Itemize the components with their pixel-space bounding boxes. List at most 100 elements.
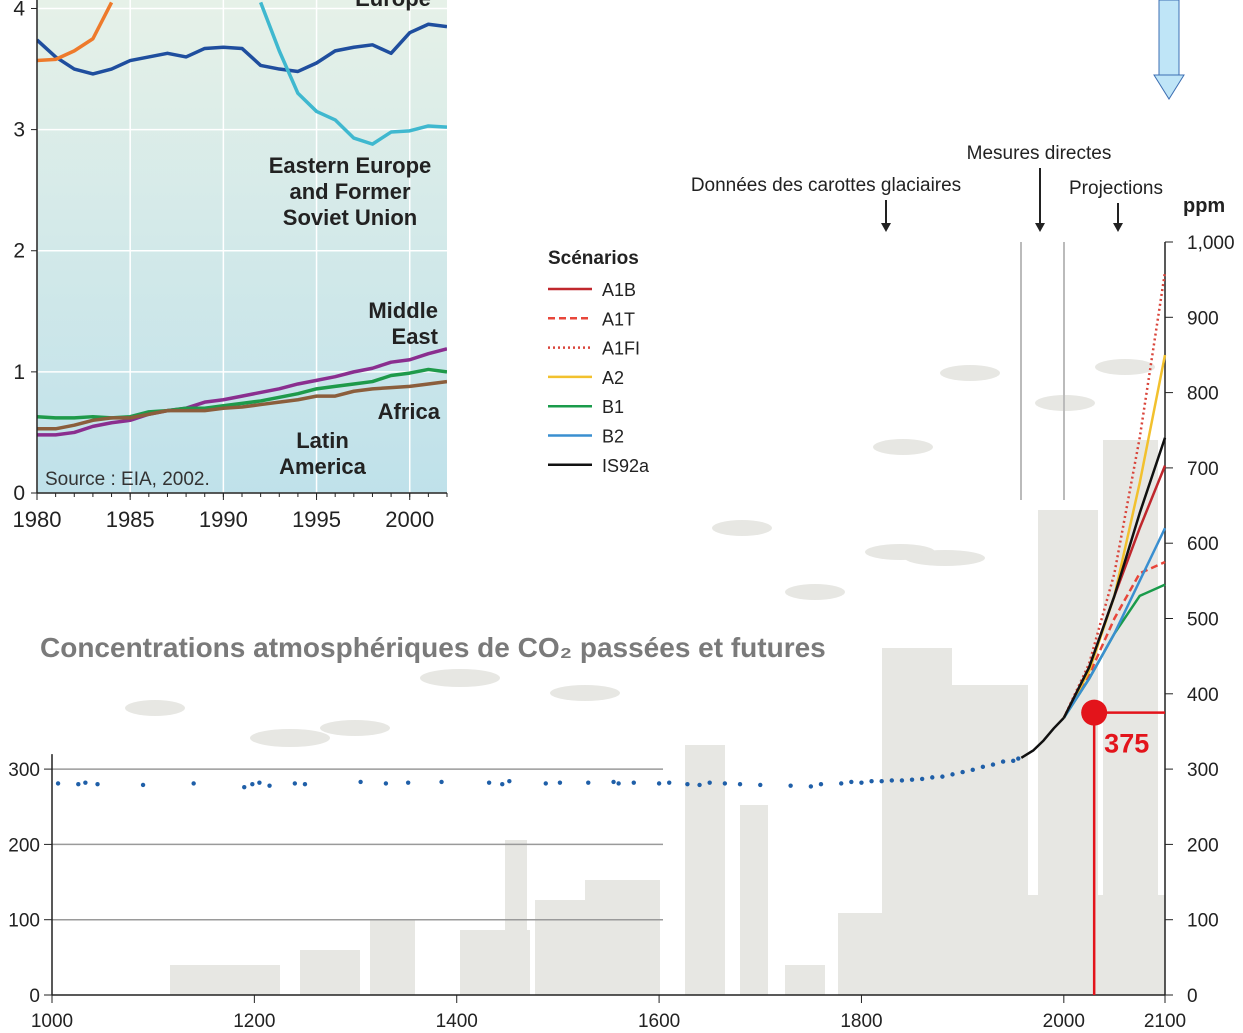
data-point	[685, 781, 690, 787]
data-point	[507, 778, 512, 784]
data-point	[707, 780, 712, 785]
legend-label: A1B	[602, 280, 636, 300]
data-point	[980, 764, 986, 770]
series-label: Europe	[333, 0, 453, 12]
y-tick-label: 1	[13, 361, 25, 384]
data-line	[1020, 717, 1065, 759]
data-point	[1011, 758, 1016, 764]
data-point	[631, 780, 636, 785]
annotation-arrowhead	[1113, 223, 1123, 232]
data-point	[83, 780, 88, 785]
x-tick-label: 2000	[1043, 1011, 1085, 1032]
series-label: Africa	[377, 399, 440, 424]
decoration	[125, 359, 1165, 995]
data-point	[808, 784, 814, 789]
y-tick-label: 300	[8, 760, 40, 781]
x-tick-label: 1800	[840, 1011, 882, 1032]
series-label: Latin America	[279, 428, 366, 479]
x-tick-label: 1995	[292, 507, 341, 532]
data-point	[970, 767, 975, 773]
data-point	[656, 781, 662, 786]
data-point	[930, 775, 935, 780]
data-line	[1062, 527, 1167, 719]
data-point	[405, 780, 411, 785]
data-point	[960, 769, 965, 775]
data-point	[667, 780, 672, 785]
y2-tick-label: 900	[1187, 308, 1219, 329]
data-point	[722, 781, 728, 786]
data-point	[758, 782, 763, 788]
x-tick-label: 1600	[638, 1011, 680, 1032]
chart-title: Concentrations atmosphériques de CO₂ pas…	[40, 632, 826, 663]
legend-label: IS92a	[602, 456, 650, 476]
data-point	[76, 781, 81, 787]
data-point	[500, 781, 505, 787]
data-point	[940, 774, 945, 779]
annotation: Projections	[1069, 178, 1163, 199]
y2-tick-label: 300	[1187, 760, 1219, 781]
data-label: 375	[1104, 729, 1149, 759]
data-point	[302, 781, 308, 787]
data-line	[37, 1, 114, 63]
x-tick-label: 2000	[385, 507, 434, 532]
data-point	[697, 782, 702, 788]
data-point	[267, 783, 272, 788]
y2-tick-label: 0	[1187, 986, 1198, 1007]
data-line	[259, 1, 447, 146]
data-point	[292, 781, 298, 786]
y2-axis-label: ppm	[1183, 195, 1225, 217]
data-point	[543, 781, 548, 786]
data-point	[818, 781, 824, 787]
annotation: Données des carottes glaciaires	[691, 175, 961, 196]
legend-label: B1	[602, 397, 624, 417]
y-tick-label: 3	[13, 119, 25, 142]
y-tick-label: 2	[13, 240, 25, 263]
legend-title: Scénarios	[548, 248, 639, 269]
data-point	[950, 772, 955, 777]
data-point	[140, 782, 146, 788]
annotation: Mesures directes	[967, 143, 1112, 164]
data-point	[859, 780, 864, 785]
x-tick-label: 2100	[1144, 1011, 1186, 1032]
x-tick-label: 1990	[199, 507, 248, 532]
data-point	[737, 781, 743, 787]
legend-label: A1FI	[602, 339, 640, 359]
x-tick-label: 1200	[233, 1011, 275, 1032]
x-tick-label: 1400	[436, 1011, 478, 1032]
inset-plot	[37, 0, 447, 493]
data-point	[990, 762, 996, 767]
data-point	[1016, 756, 1021, 761]
blue-arrow	[1153, 0, 1185, 100]
x-tick-label: 1985	[106, 507, 155, 532]
data-point	[55, 781, 61, 786]
y2-tick-label: 100	[1187, 911, 1219, 932]
data-line	[1062, 437, 1167, 719]
y2-tick-label: 600	[1187, 534, 1219, 555]
data-point	[889, 778, 895, 783]
data-point	[257, 780, 262, 785]
inset-background	[37, 0, 447, 493]
data-point	[869, 778, 874, 784]
y-tick-label: 200	[8, 835, 40, 856]
annotation-arrowhead	[881, 223, 891, 232]
data-point	[586, 780, 591, 785]
data-point	[383, 781, 389, 786]
data-point	[1000, 759, 1006, 764]
data-point	[616, 781, 621, 786]
y-tick-label: 4	[13, 0, 25, 20]
y-tick-label: 0	[29, 986, 40, 1007]
data-point	[839, 781, 844, 786]
y-tick-label: 0	[13, 482, 25, 505]
data-point	[909, 777, 915, 782]
legend-label: B2	[602, 427, 624, 447]
data-line	[37, 347, 447, 437]
data-point	[358, 779, 363, 785]
legend-label: A1T	[602, 309, 635, 329]
y2-tick-label: 800	[1187, 384, 1219, 405]
legend-label: A2	[602, 368, 624, 388]
data-point	[242, 784, 247, 790]
data-point	[439, 779, 444, 785]
y-tick-label: 100	[8, 911, 40, 932]
data-point	[250, 781, 255, 787]
